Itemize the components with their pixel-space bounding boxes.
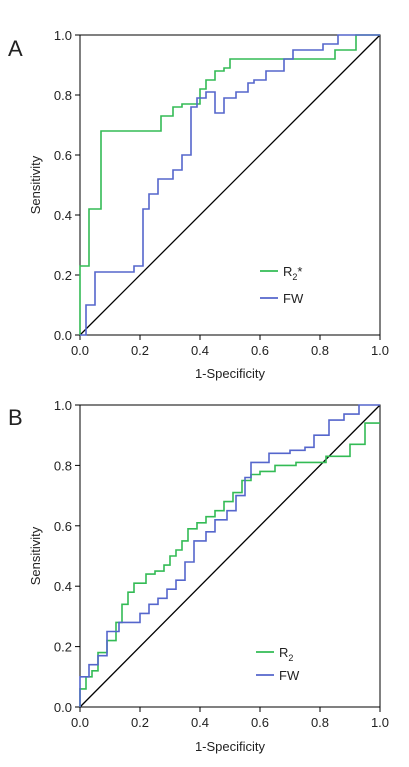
panel-b-y-tick-label: 0.2 <box>54 640 72 655</box>
panel-a-legend-r2star-suffix: * <box>297 264 302 279</box>
panel-b-x-tick-label: 0.0 <box>71 715 89 730</box>
panel-b-x-tick-label: 0.2 <box>131 715 149 730</box>
panel-b-y-tick-label: 0.8 <box>54 458 72 473</box>
panel-b-legend: R2 FW <box>256 645 300 683</box>
panel-a-legend-label-r2star: R2* <box>283 264 302 282</box>
panel-b-legend-r2-main: R <box>279 645 288 660</box>
panel-b-letter: B <box>8 405 23 430</box>
panel-b-x-ticks: 0.0 0.2 0.4 0.6 0.8 1.0 <box>71 707 389 730</box>
panel-a-y-tick-label: 0.8 <box>54 88 72 103</box>
panel-b-legend-label-r2: R2 <box>279 645 293 663</box>
panel-b-x-tick-label: 1.0 <box>371 715 389 730</box>
panel-a-x-tick-label: 0.2 <box>131 343 149 358</box>
panel-a-letter: A <box>8 36 23 61</box>
panel-a-y-axis-label: Sensitivity <box>28 155 43 214</box>
panel-b: B 0.00.20.40.60.81.0 0.0 0.2 0.4 0.6 0.8 1.0 … <box>8 398 389 754</box>
panel-a-legend-r2star-main: R <box>283 264 292 279</box>
panel-a-x-tick-label: 0.4 <box>191 343 209 358</box>
panel-a-y-tick-label: 0.4 <box>54 208 72 223</box>
panel-b-y-ticks: 0.0 0.2 0.4 0.6 0.8 1.0 <box>54 398 80 715</box>
panel-b-x-tick-label: 0.4 <box>191 715 209 730</box>
panel-b-legend-r2-sub: 2 <box>288 653 293 663</box>
panel-a-x-tick-label: 0.6 <box>251 343 269 358</box>
panel-a-x-ticks: 0.0 0.2 0.4 0.6 0.8 1.0 <box>71 335 389 358</box>
panel-b-legend-label-fw: FW <box>279 668 300 683</box>
panel-a-legend-label-fw: FW <box>283 291 304 306</box>
panel-b-plot-frame <box>79 404 381 708</box>
panel-a-y-ticks: 0.0 0.2 0.4 0.6 0.8 1.0 <box>54 28 80 343</box>
panel-b-x-tick-label: 0.8 <box>311 715 329 730</box>
panel-a-x-tick-label: 1.0 <box>371 343 389 358</box>
panel-b-y-tick-label: 0.0 <box>54 700 72 715</box>
panel-a-series-r2star-line <box>79 34 380 335</box>
panel-a-reference-line <box>79 34 381 336</box>
panel-b-series-r2-line <box>79 422 380 707</box>
panel-b-x-tick-label: 0.6 <box>251 715 269 730</box>
panel-a-legend: R2* FW <box>260 264 304 306</box>
panel-a-x-axis-label: 1-Specificity <box>195 366 266 381</box>
panel-a-y-tick-label: 0.0 <box>54 328 72 343</box>
panel-b-y-tick-label: 0.6 <box>54 519 72 534</box>
panel-b-y-tick-label: 1.0 <box>54 398 72 413</box>
panel-b-series-fw-line <box>79 404 380 707</box>
panel-b-x-axis-label: 1-Specificity <box>195 739 266 754</box>
panel-a-y-tick-label: 0.6 <box>54 148 72 163</box>
panel-a: A 0.00.20.40.60.81.0 0.0 0.2 0.4 0.6 0.8 1.0 … <box>8 28 389 381</box>
panel-b-reference-line <box>79 404 381 708</box>
panel-a-x-tick-label: 0.0 <box>71 343 89 358</box>
panel-a-series-fw-line <box>80 34 380 336</box>
panel-a-legend-r2star-sub: 2 <box>292 272 297 282</box>
panel-b-y-tick-label: 0.4 <box>54 579 72 594</box>
panel-b-y-axis-label: Sensitivity <box>28 526 43 585</box>
panel-a-y-tick-label: 1.0 <box>54 28 72 43</box>
panel-a-y-tick-label: 0.2 <box>54 268 72 283</box>
panel-a-plot-frame <box>79 34 381 336</box>
panel-a-x-tick-label: 0.8 <box>311 343 329 358</box>
